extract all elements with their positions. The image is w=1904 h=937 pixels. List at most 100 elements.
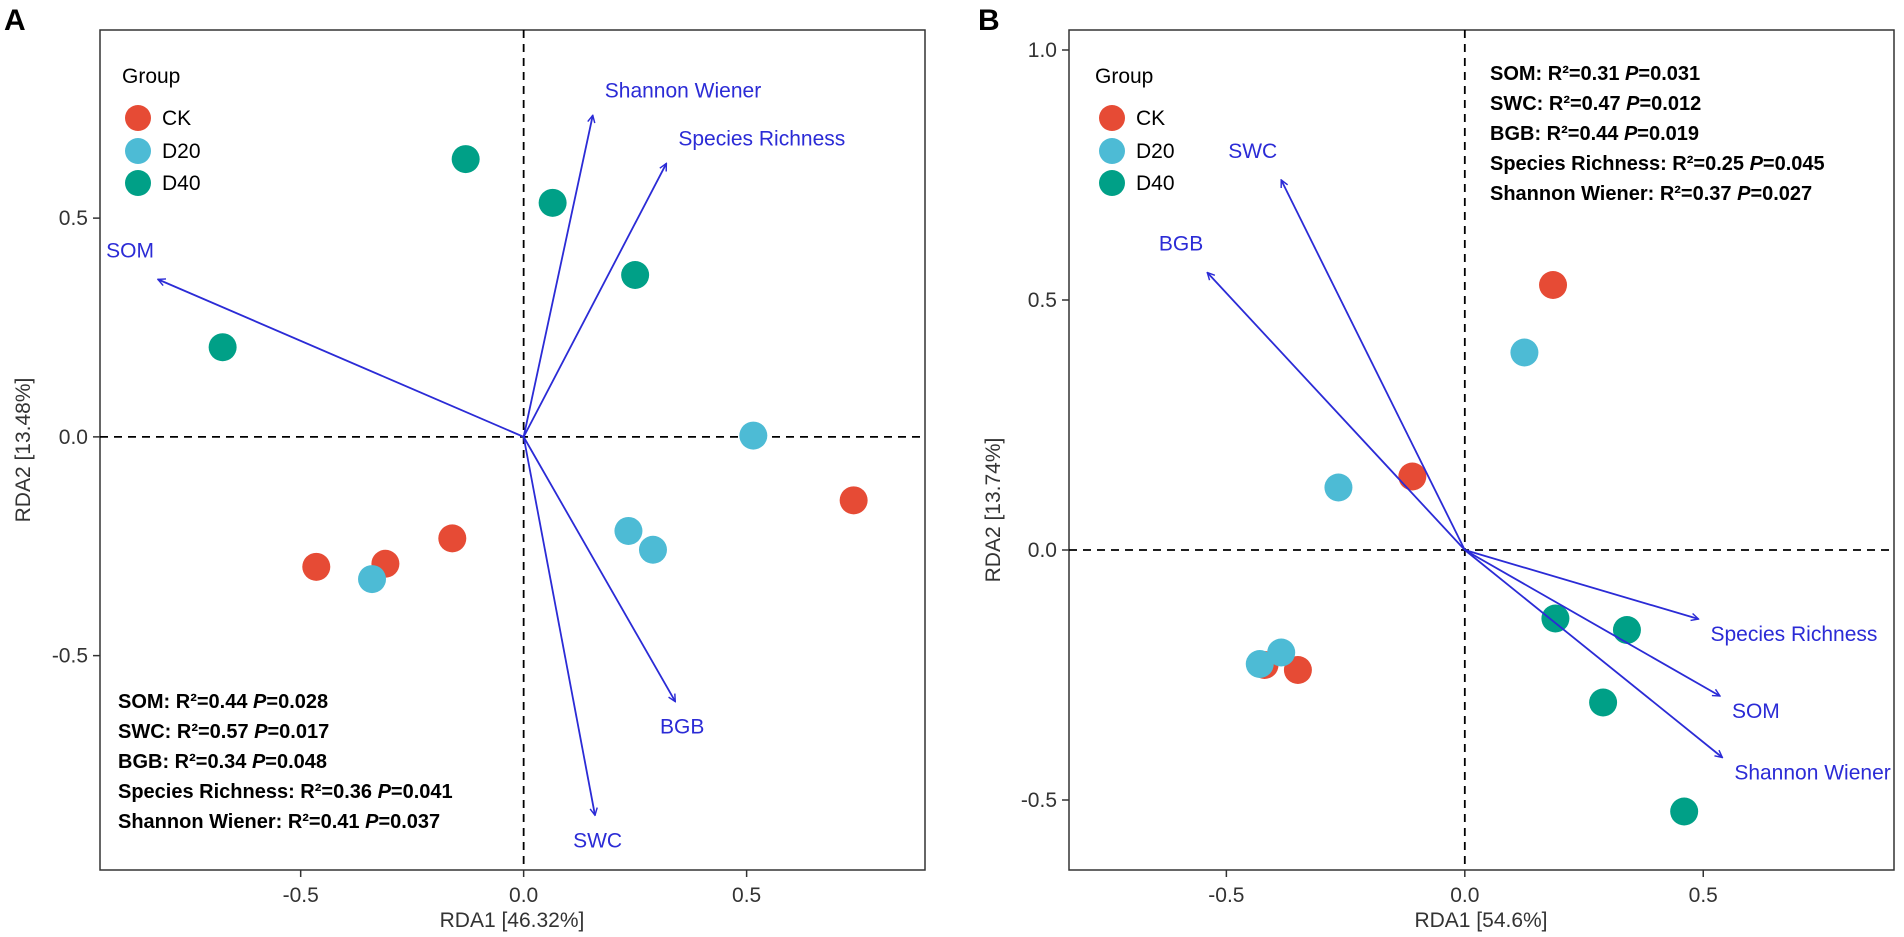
legend-d20-marker <box>125 138 151 164</box>
panel-b-stats: SOM: R²=0.31 P=0.031 SWC: R²=0.47 P=0.012… <box>1490 63 1825 205</box>
panel-a-y-tick-label: -0.5 <box>52 645 88 668</box>
panel-b-label: B <box>978 4 1000 37</box>
panel-b-arrow-label-bgb: BGB <box>1159 233 1203 256</box>
panel-a-x-tick-label: 0.5 <box>732 884 761 907</box>
panel-b-x-axis-title: RDA1 [54.6%] <box>1414 909 1547 932</box>
legend-ck-label: CK <box>162 107 191 130</box>
panel-a-point-ck <box>302 552 331 581</box>
panel-a-x-axis-title: RDA1 [46.32%] <box>440 909 585 932</box>
panel-b-legend-title: Group <box>1095 65 1153 88</box>
panel-b-arrow-label-swc: SWC <box>1228 140 1277 163</box>
panel-b-arrow-swc <box>1280 180 1466 551</box>
panel-b-x-tick-label: -0.5 <box>1208 884 1244 907</box>
panel-a-arrow-label-swc: SWC <box>573 829 622 852</box>
panel-b-legend-d40: D40 <box>1099 170 1175 196</box>
panel-a-point-ck <box>839 486 868 515</box>
panel-a-arrow-shannon-wiener <box>522 115 593 438</box>
panel-a-x-tick-label: 0.0 <box>509 884 538 907</box>
panel-a-stat-swc: SWC: R²=0.57 P=0.017 <box>118 721 329 743</box>
panel-b-y-axis-title: RDA2 [13.74%] <box>982 438 1005 583</box>
legend-d20-marker <box>1099 138 1125 164</box>
panel-b-point-ck <box>1398 462 1427 491</box>
panel-b-x-tick-label: 0.5 <box>1689 884 1718 907</box>
legend-d20-label: D20 <box>162 140 201 163</box>
legend-d40-label: D40 <box>162 172 201 195</box>
panel-b-point-ck <box>1539 271 1568 299</box>
panel-a-arrow-species-richness <box>522 163 668 438</box>
panel-b-arrow-shannon-wiener <box>1464 549 1723 758</box>
panel-b-x-tick-label: 0.0 <box>1450 884 1479 907</box>
panel-a-y-axis-title: RDA2 [13.48%] <box>12 378 35 523</box>
panel-a-point-d40 <box>451 145 480 174</box>
legend-d40-marker <box>125 170 151 196</box>
panel-b-point-d40 <box>1541 604 1570 633</box>
panel-b-content: -0.5 0.0 0.5 -0.5 0.0 0.5 1.0 SWC BGB Species Ric… <box>1021 30 1894 907</box>
panel-b-arrow-bgb <box>1207 273 1466 551</box>
panel-a-legend-d20: D20 <box>125 138 201 164</box>
panel-b-point-d40 <box>1589 688 1618 717</box>
panel-b-point-d20 <box>1510 338 1539 367</box>
panel-a-point-d20 <box>638 535 667 564</box>
panel-a-point-d20 <box>739 421 768 450</box>
panel-a-stat-bgb: BGB: R²=0.34 P=0.048 <box>118 751 327 773</box>
panel-b-legend-d20: D20 <box>1099 138 1175 164</box>
panel-b-y-tick-label: 0.5 <box>1028 289 1057 312</box>
panel-b-y-tick-label: 0.0 <box>1028 539 1057 562</box>
panel-a-stat-species-richness: Species Richness: R²=0.36 P=0.041 <box>118 781 453 803</box>
panel-a-point-d40 <box>538 188 567 217</box>
panel-a-y-tick-label: 0.5 <box>59 207 88 230</box>
panel-b-stat-species-richness: Species Richness: R²=0.25 P=0.045 <box>1490 153 1825 175</box>
panel-b-stat-swc: SWC: R²=0.47 P=0.012 <box>1490 93 1701 115</box>
panel-a-stat-shannon-wiener: Shannon Wiener: R²=0.41 P=0.037 <box>118 811 440 833</box>
panel-a-point-d40 <box>208 333 237 362</box>
panel-a-arrow-label-bgb: BGB <box>660 716 704 739</box>
panel-a-arrow-label-som: SOM <box>106 239 154 262</box>
legend-d40-label: D40 <box>1136 172 1175 195</box>
panel-b-point-d20 <box>1245 650 1274 678</box>
legend-ck-marker <box>125 105 151 131</box>
panel-a-arrow-label-shannon-wiener: Shannon Wiener <box>605 79 761 102</box>
panel-a-arrow-bgb <box>522 436 676 702</box>
panel-b-y-tick-label: 1.0 <box>1028 39 1057 62</box>
panel-a-legend-d40: D40 <box>125 170 201 196</box>
panel-b-point-d40 <box>1670 797 1699 826</box>
panel-a-legend-ck: CK <box>125 105 191 131</box>
panel-b-stat-som: SOM: R²=0.31 P=0.031 <box>1490 63 1700 85</box>
panel-b-y-tick-label: -0.5 <box>1021 789 1057 812</box>
panel-b-arrow-label-som: SOM <box>1732 700 1780 723</box>
panel-a-label: A <box>4 4 26 37</box>
panel-b: B -0.5 0.0 0.5 -0.5 0.0 0.5 1.0 SWC BGB Species R… <box>978 4 1895 932</box>
panel-a-point-d40 <box>621 261 650 289</box>
panel-b-point-d20 <box>1267 638 1296 667</box>
panel-a-arrow-swc <box>522 436 595 815</box>
panel-a-legend-title: Group <box>122 65 180 88</box>
panel-a-point-d20 <box>614 516 643 545</box>
panel-a-stats: SOM: R²=0.44 P=0.028 SWC: R²=0.57 P=0.017… <box>118 691 453 833</box>
panel-b-legend-ck: CK <box>1099 105 1165 131</box>
panel-b-arrow-som <box>1464 549 1720 696</box>
panel-a-y-tick-label: 0.0 <box>59 426 88 449</box>
panel-a-arrow-label-species-richness: Species Richness <box>678 127 845 150</box>
panel-b-stat-shannon-wiener: Shannon Wiener: R²=0.37 P=0.027 <box>1490 183 1812 205</box>
panel-b-plot-area <box>1068 29 1895 871</box>
panel-b-point-d20 <box>1324 473 1353 502</box>
panel-b-point-ck <box>1283 656 1312 684</box>
panel-a-content: -0.5 0.0 0.5 -0.5 0.0 0.5 Shannon Wiener Specie… <box>52 30 925 907</box>
panel-a-plot-area <box>99 29 926 871</box>
panel-b-arrow-species-richness <box>1464 549 1699 619</box>
panel-b-stat-bgb: BGB: R²=0.44 P=0.019 <box>1490 123 1699 145</box>
panel-a-point-ck <box>438 524 467 553</box>
legend-d40-marker <box>1099 170 1125 196</box>
panel-a-arrow-som <box>158 279 525 438</box>
panel-a: A -0.5 0.0 0.5 -0.5 0.0 0.5 Shannon Wiener Spec… <box>4 4 926 932</box>
panel-a-x-tick-label: -0.5 <box>283 884 319 907</box>
panel-b-arrow-label-shannon-wiener: Shannon Wiener <box>1734 762 1890 785</box>
legend-ck-marker <box>1099 105 1125 131</box>
panel-a-point-d20 <box>358 565 387 594</box>
panel-b-arrow-label-species-richness: Species Richness <box>1710 623 1877 646</box>
legend-ck-label: CK <box>1136 107 1165 130</box>
panel-a-stat-som: SOM: R²=0.44 P=0.028 <box>118 691 328 713</box>
legend-d20-label: D20 <box>1136 140 1175 163</box>
panel-b-point-d40 <box>1612 616 1641 644</box>
